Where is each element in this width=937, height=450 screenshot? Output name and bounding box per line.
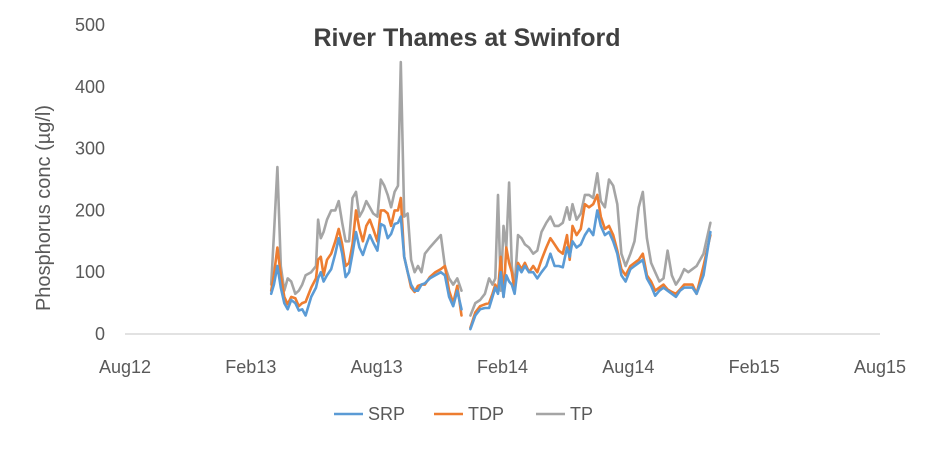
series-line-tdp [469,193,712,330]
x-tick-label: Feb14 [477,357,528,377]
x-tick-label: Feb15 [729,357,780,377]
series-tp [269,60,712,317]
x-tick-label: Aug13 [351,357,403,377]
x-axis-tick-labels: Aug12 Feb13 Aug13 Feb14 Aug14 Feb15 Aug15 [99,357,906,377]
legend-label: SRP [368,404,405,424]
series-lines [269,60,712,331]
y-tick-label: 400 [75,77,105,97]
y-axis-tick-labels: 0 100 200 300 400 500 [75,15,105,344]
legend-item-tdp: TDP [434,404,504,424]
series-line-srp [269,215,463,317]
y-tick-label: 100 [75,262,105,282]
series-line-tp [269,60,463,296]
x-tick-label: Feb13 [225,357,276,377]
y-axis-title: Phosphorus conc (µg/l) [33,105,55,311]
x-tick-label: Aug12 [99,357,151,377]
series-line-tdp [269,196,463,317]
x-tick-label: Aug14 [602,357,654,377]
series-srp [269,209,712,331]
y-tick-label: 0 [95,324,105,344]
y-tick-label: 300 [75,139,105,159]
x-tick-label: Aug15 [854,357,906,377]
legend-label: TP [570,404,593,424]
y-tick-label: 500 [75,15,105,35]
chart-title: River Thames at Swinford [313,24,620,52]
legend-label: TDP [468,404,504,424]
y-tick-label: 200 [75,200,105,220]
series-line-srp [469,209,712,331]
legend: SRP TDP TP [334,404,593,424]
legend-item-srp: SRP [334,404,405,424]
legend-item-tp: TP [536,404,593,424]
